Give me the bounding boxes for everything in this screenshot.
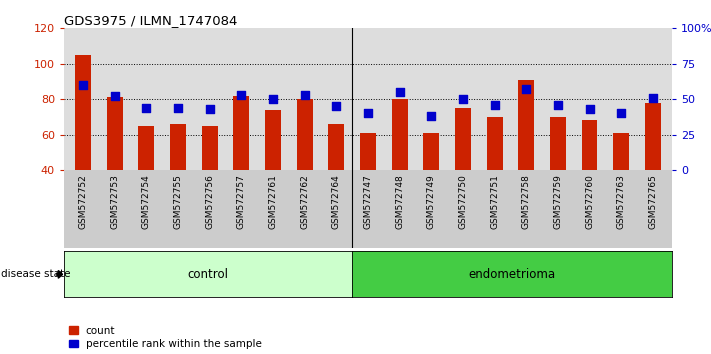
Bar — [233, 96, 250, 170]
Text: GSM572752: GSM572752 — [78, 174, 87, 229]
Point — [109, 93, 120, 99]
Bar — [582, 120, 597, 170]
Text: GSM572755: GSM572755 — [173, 174, 183, 229]
Point — [267, 96, 279, 102]
Bar — [455, 108, 471, 170]
Bar — [296, 99, 313, 170]
Point — [552, 102, 564, 108]
Bar — [486, 117, 503, 170]
Bar — [170, 124, 186, 170]
Text: GSM572759: GSM572759 — [553, 174, 562, 229]
Point — [584, 106, 595, 112]
Point — [647, 95, 658, 101]
Bar — [550, 117, 566, 170]
Point — [331, 103, 342, 109]
Point — [489, 102, 501, 108]
Text: GSM572753: GSM572753 — [110, 174, 119, 229]
Point — [616, 110, 627, 116]
Bar — [265, 110, 281, 170]
Text: GSM572763: GSM572763 — [616, 174, 626, 229]
Bar — [614, 133, 629, 170]
Text: GSM572757: GSM572757 — [237, 174, 246, 229]
Point — [362, 110, 374, 116]
Point — [457, 96, 469, 102]
Point — [141, 105, 152, 110]
Text: GSM572754: GSM572754 — [141, 174, 151, 229]
Point — [426, 113, 437, 119]
Text: GSM572750: GSM572750 — [459, 174, 467, 229]
Point — [299, 92, 310, 98]
Text: GSM572765: GSM572765 — [648, 174, 658, 229]
Text: GSM572756: GSM572756 — [205, 174, 214, 229]
Text: control: control — [188, 268, 228, 281]
Text: GSM572764: GSM572764 — [332, 174, 341, 229]
Text: GSM572747: GSM572747 — [363, 174, 373, 229]
Point — [204, 106, 215, 112]
Legend: count, percentile rank within the sample: count, percentile rank within the sample — [69, 326, 262, 349]
Bar — [139, 126, 154, 170]
Point — [520, 86, 532, 92]
Point — [172, 105, 183, 110]
Text: GDS3975 / ILMN_1747084: GDS3975 / ILMN_1747084 — [64, 14, 237, 27]
Point — [77, 82, 89, 88]
Point — [394, 89, 405, 95]
Text: GSM572760: GSM572760 — [585, 174, 594, 229]
Text: GSM572761: GSM572761 — [269, 174, 277, 229]
Bar — [645, 103, 661, 170]
Text: GSM572749: GSM572749 — [427, 174, 436, 229]
Bar — [75, 55, 91, 170]
Bar — [423, 133, 439, 170]
Bar — [328, 124, 344, 170]
Text: GSM572751: GSM572751 — [490, 174, 499, 229]
Bar — [202, 126, 218, 170]
Text: endometrioma: endometrioma — [469, 268, 555, 281]
Text: disease state: disease state — [1, 269, 71, 279]
Text: GSM572748: GSM572748 — [395, 174, 404, 229]
Text: GSM572758: GSM572758 — [522, 174, 530, 229]
Bar — [392, 99, 407, 170]
Bar — [360, 133, 376, 170]
Bar — [518, 80, 534, 170]
Text: GSM572762: GSM572762 — [300, 174, 309, 229]
Bar — [107, 97, 122, 170]
Point — [235, 92, 247, 98]
